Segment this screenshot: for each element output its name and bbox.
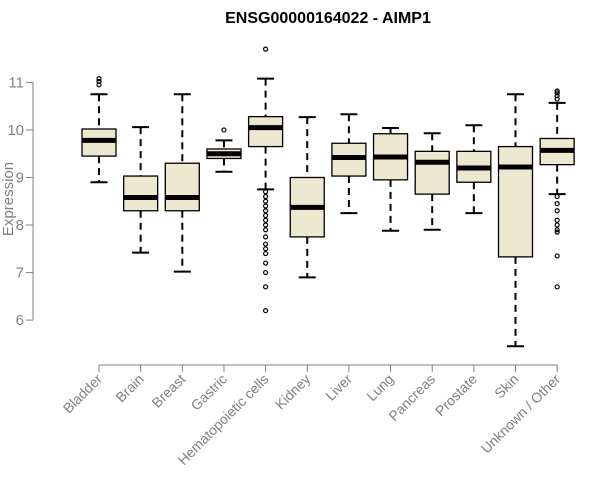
outlier-point (554, 193, 560, 200)
y-axis-label: Expression (0, 162, 17, 236)
x-tick-label: Skin (491, 371, 522, 402)
outlier-point (263, 284, 269, 290)
outlier-point (221, 127, 227, 133)
outlier-point (263, 212, 269, 219)
y-tick-label: 10 (7, 122, 24, 139)
outlier-point (554, 208, 560, 214)
box-brain (123, 126, 159, 254)
box-breast (164, 93, 200, 273)
outlier-point (263, 208, 269, 214)
outlier-point (263, 260, 269, 266)
box-liver (331, 113, 367, 215)
outlier-point (263, 234, 269, 240)
outlier-point (263, 198, 269, 204)
outlier-point (554, 88, 560, 94)
outlier-point (263, 227, 269, 233)
x-tick-label: Unknown / Other (478, 371, 564, 457)
outlier-point (263, 307, 269, 314)
x-tick-label: Breast (148, 371, 188, 411)
outlier-point (554, 201, 560, 207)
boxes-group (81, 46, 575, 348)
y-tick-label: 11 (8, 74, 24, 91)
outlier-point (96, 82, 102, 88)
iqr-box (123, 175, 159, 212)
iqr-box (414, 150, 450, 195)
outlier-point (263, 217, 269, 223)
outlier-point (263, 269, 269, 276)
iqr-box (164, 162, 200, 212)
x-tick-label: Bladder (60, 371, 106, 417)
outlier-point (263, 222, 269, 228)
chart-title: ENSG00000164022 - AIMP1 (225, 10, 431, 27)
outlier-point (263, 241, 269, 247)
outlier-point (263, 203, 269, 209)
outlier-point (263, 46, 269, 52)
box-skin (497, 93, 534, 348)
box-kidney (289, 116, 325, 279)
x-tick-label: Prostate (432, 371, 480, 419)
box-gastric (206, 127, 242, 173)
iqr-box (247, 115, 284, 148)
outlier-point (554, 96, 560, 102)
y-tick-label: 7 (16, 265, 24, 282)
x-tick-label: Liver (322, 371, 355, 404)
x-tick-label: Brain (112, 371, 146, 405)
y-tick-label: 6 (16, 312, 24, 329)
y-axis: 6 7 8 9 10 11 (7, 74, 34, 329)
outlier-point (263, 246, 269, 252)
outlier-point (263, 189, 269, 195)
iqr-box (497, 145, 534, 258)
y-tick-label: 8 (16, 217, 24, 234)
outlier-point (96, 78, 102, 85)
outlier-point (554, 222, 560, 228)
box-pancreas (414, 132, 450, 231)
outlier-point (554, 90, 560, 96)
outlier-point (96, 76, 102, 82)
box-unknown-other (539, 88, 575, 290)
box-lung (372, 127, 409, 232)
box-hematopoietic-cells (247, 46, 284, 314)
outlier-point (554, 253, 560, 259)
outlier-point (554, 93, 560, 99)
box-bladder (81, 76, 117, 184)
outlier-point (554, 227, 560, 233)
outlier-point (554, 229, 560, 235)
outlier-point (554, 217, 560, 223)
outlier-point (554, 284, 560, 290)
x-tick-label: Lung (363, 371, 396, 404)
box-prostate (456, 124, 492, 215)
outlier-point (263, 250, 269, 257)
y-tick-label: 9 (16, 169, 24, 186)
x-tick-label: Kidney (272, 371, 314, 413)
outlier-point (263, 193, 269, 200)
